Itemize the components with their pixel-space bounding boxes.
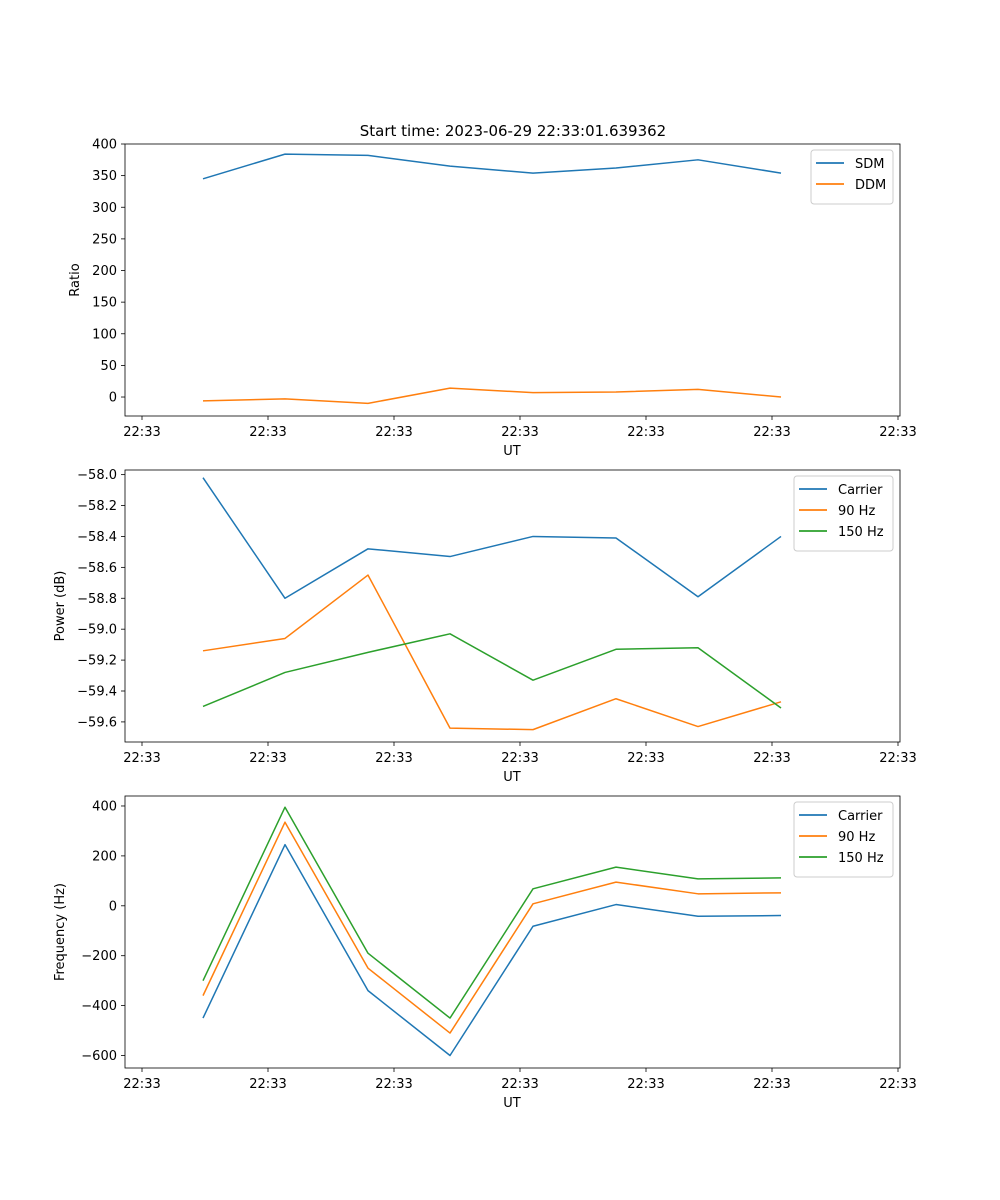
x-tick-label: 22:33 [375,1077,412,1092]
x-tick-label: 22:33 [501,751,538,766]
axes-frame [124,143,901,417]
figure-title: Start time: 2023-06-29 22:33:01.639362 [360,122,666,140]
y-tick-label: 400 [92,138,117,153]
legend-label: 90 Hz [838,504,875,519]
subplot-3: 22:33 22:33 22:33 22:33 22:33 22:33 22:33 −600 −… [53,795,917,1111]
legend-label: 150 Hz [838,525,884,540]
x-tick-label: 22:33 [123,1077,160,1092]
y-tick-label: −59.0 [77,623,117,638]
series-line-90-hz [202,821,782,1034]
x-tick-label: 22:33 [501,425,538,440]
y-tick-label: 200 [92,264,117,279]
x-tick-label: 22:33 [375,751,412,766]
y-axis-label: Ratio [68,263,83,296]
y-tick-label: −58.8 [77,592,117,607]
legend-label: DDM [855,178,886,193]
y-tick-label: −58.6 [77,561,117,576]
x-tick-label: 22:33 [501,1077,538,1092]
legend-label: 90 Hz [838,830,875,845]
y-tick-label: 150 [92,296,117,311]
legend: Carrier 90 Hz 150 Hz [793,475,894,552]
axes-frame [124,795,901,1069]
y-tick-label: 50 [100,359,117,374]
subplot-2: 22:33 22:33 22:33 22:33 22:33 22:33 22:33 −59.6… [53,468,917,785]
y-tick-label: −59.4 [77,685,117,700]
x-tick-label: 22:33 [627,751,664,766]
axes-frame [124,469,901,743]
y-tick-label: −58.2 [77,499,117,514]
x-tick-label: 22:33 [123,751,160,766]
y-tick-label: −600 [81,1049,117,1064]
y-tick-label: 250 [92,232,117,247]
y-tick-label: −200 [81,949,117,964]
y-tick-label: 200 [92,849,117,864]
y-axis-label: Power (dB) [53,571,68,642]
series-line-150-hz [202,806,782,1019]
x-tick-label: 22:33 [627,425,664,440]
x-tick-label: 22:33 [123,425,160,440]
legend-label: SDM [855,157,884,172]
subplots: 22:33 22:33 22:33 22:33 22:33 22:33 22:33 0 50 10… [53,138,917,1112]
x-tick-label: 22:33 [249,751,286,766]
x-tick-label: 22:33 [879,425,916,440]
x-tick-label: 22:33 [627,1077,664,1092]
series-line-90-hz [202,574,782,731]
x-tick-label: 22:33 [753,1077,790,1092]
y-tick-label: 0 [109,899,117,914]
legend-label: 150 Hz [838,851,884,866]
legend: Carrier 90 Hz 150 Hz [793,801,894,878]
y-tick-label: −59.2 [77,654,117,669]
series-line-carrier [202,843,782,1057]
x-axis-label: UT [503,1096,521,1111]
y-tick-label: −59.6 [77,715,117,730]
legend-label: Carrier [838,809,883,824]
y-tick-label: 400 [92,799,117,814]
x-tick-label: 22:33 [753,425,790,440]
legend-label: Carrier [838,483,883,498]
subplot-1: 22:33 22:33 22:33 22:33 22:33 22:33 22:33 0 50 10… [68,138,917,460]
y-tick-label: −58.4 [77,530,117,545]
legend-box [793,801,894,878]
y-tick-label: 300 [92,201,117,216]
series-line-carrier [202,477,782,600]
y-tick-label: 100 [92,327,117,342]
series-line-sdm [202,153,782,180]
y-tick-label: 0 [109,391,117,406]
y-tick-label: −58.0 [77,468,117,483]
x-axis-label: UT [503,444,521,459]
x-tick-label: 22:33 [375,425,412,440]
y-axis-label: Frequency (Hz) [53,883,68,981]
y-tick-label: 350 [92,169,117,184]
x-axis-label: UT [503,770,521,785]
x-tick-label: 22:33 [249,1077,286,1092]
x-tick-label: 22:33 [753,751,790,766]
x-tick-label: 22:33 [879,1077,916,1092]
x-tick-label: 22:33 [249,425,286,440]
y-tick-label: −400 [81,999,117,1014]
series-line-ddm [202,387,782,405]
series-line-150-hz [202,633,782,709]
legend: SDM DDM [810,149,894,205]
legend-box [793,475,894,552]
x-tick-label: 22:33 [879,751,916,766]
